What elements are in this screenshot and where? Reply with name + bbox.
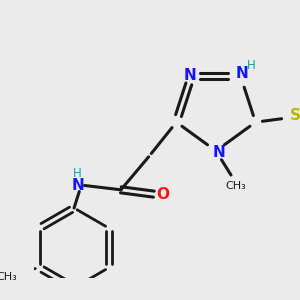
Text: H: H xyxy=(247,59,256,72)
Text: N: N xyxy=(236,66,248,81)
Text: H: H xyxy=(73,167,82,180)
Text: N: N xyxy=(213,145,226,160)
Text: CH₃: CH₃ xyxy=(0,272,17,281)
Text: S: S xyxy=(290,108,300,123)
Text: N: N xyxy=(183,68,196,83)
Text: CH₃: CH₃ xyxy=(226,181,246,190)
Text: N: N xyxy=(71,178,84,193)
Text: O: O xyxy=(156,187,169,202)
